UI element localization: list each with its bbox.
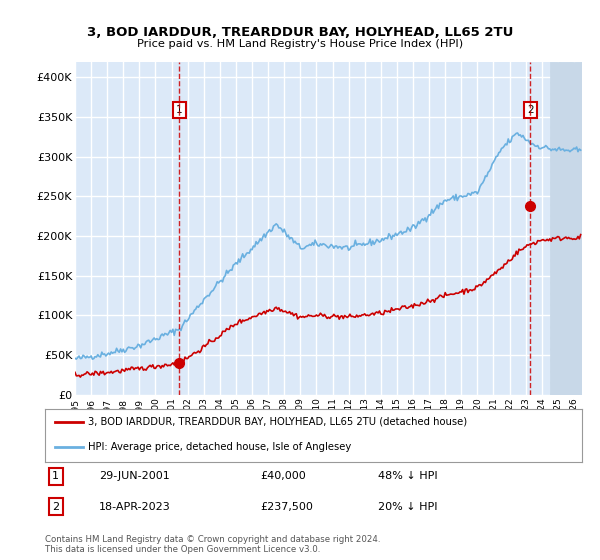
Text: 48% ↓ HPI: 48% ↓ HPI [378,472,437,482]
Text: 3, BOD IARDDUR, TREARDDUR BAY, HOLYHEAD, LL65 2TU (detached house): 3, BOD IARDDUR, TREARDDUR BAY, HOLYHEAD,… [88,417,467,427]
Text: Contains HM Land Registry data © Crown copyright and database right 2024.
This d: Contains HM Land Registry data © Crown c… [45,535,380,554]
Text: 1: 1 [52,472,59,482]
Text: 3, BOD IARDDUR, TREARDDUR BAY, HOLYHEAD, LL65 2TU: 3, BOD IARDDUR, TREARDDUR BAY, HOLYHEAD,… [87,26,513,39]
Text: 29-JUN-2001: 29-JUN-2001 [98,472,169,482]
Text: 1: 1 [176,105,183,115]
Bar [550,62,582,395]
Text: 2: 2 [527,105,533,115]
Text: 2: 2 [52,502,59,512]
Text: 18-APR-2023: 18-APR-2023 [98,502,170,512]
Text: 20% ↓ HPI: 20% ↓ HPI [378,502,437,512]
Text: Price paid vs. HM Land Registry's House Price Index (HPI): Price paid vs. HM Land Registry's House … [137,39,463,49]
Text: £40,000: £40,000 [260,472,305,482]
Text: HPI: Average price, detached house, Isle of Anglesey: HPI: Average price, detached house, Isle… [88,442,351,452]
Text: £237,500: £237,500 [260,502,313,512]
